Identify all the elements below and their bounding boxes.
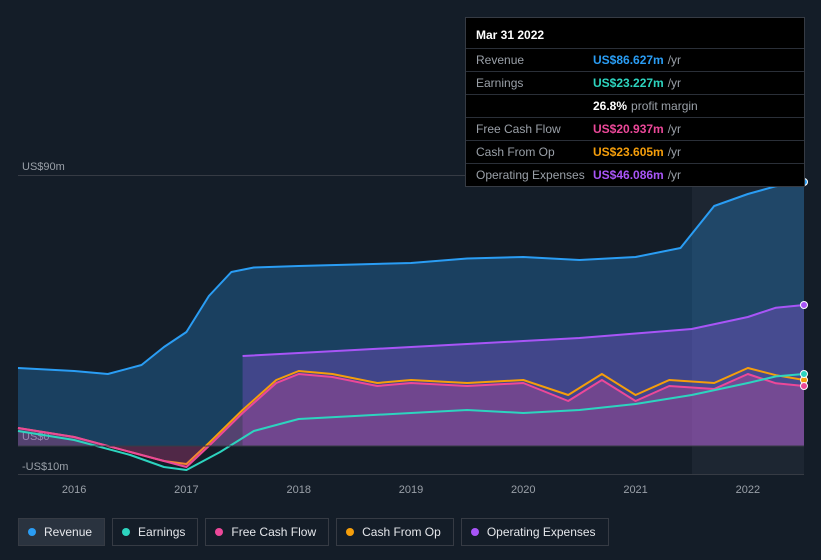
tooltip-row: Cash From OpUS$23.605m/yr	[466, 140, 804, 163]
series-end-marker-earnings	[801, 371, 808, 378]
x-axis-label: 2017	[174, 484, 198, 496]
tooltip-metric-label: Free Cash Flow	[476, 122, 593, 136]
legend-label: Revenue	[44, 525, 92, 539]
x-axis-label: 2022	[736, 484, 760, 496]
tooltip-metric-value: US$20.937m	[593, 122, 664, 136]
tooltip-row: Free Cash FlowUS$20.937m/yr	[466, 117, 804, 140]
legend-label: Operating Expenses	[487, 525, 596, 539]
profit-margin-value: 26.8%	[593, 99, 627, 113]
legend-dot-icon	[471, 528, 479, 536]
x-axis-label: 2020	[511, 484, 535, 496]
legend-dot-icon	[122, 528, 130, 536]
series-end-marker-fcf	[801, 383, 808, 390]
legend-item-fcf[interactable]: Free Cash Flow	[205, 518, 329, 546]
legend-item-revenue[interactable]: Revenue	[18, 518, 105, 546]
tooltip-metric-label: Operating Expenses	[476, 168, 593, 182]
tooltip-metric-unit: /yr	[668, 145, 681, 159]
tooltip-metric-label: Cash From Op	[476, 145, 593, 159]
tooltip-metric-label: Earnings	[476, 76, 593, 90]
legend-item-opex[interactable]: Operating Expenses	[461, 518, 609, 546]
tooltip-row: RevenueUS$86.627m/yr	[466, 48, 804, 71]
legend-item-earnings[interactable]: Earnings	[112, 518, 198, 546]
tooltip-row: Operating ExpensesUS$46.086m/yr	[466, 163, 804, 186]
legend-label: Free Cash Flow	[231, 525, 316, 539]
x-axis-label: 2016	[62, 484, 86, 496]
tooltip-date: Mar 31 2022	[466, 18, 804, 48]
y-axis-label: US$90m	[22, 161, 65, 173]
tooltip-metric-value: US$23.605m	[593, 145, 664, 159]
tooltip-metric-unit: /yr	[668, 122, 681, 136]
legend-dot-icon	[215, 528, 223, 536]
x-axis-label: 2019	[399, 484, 423, 496]
tooltip-metric-value: US$46.086m	[593, 168, 664, 182]
legend-label: Cash From Op	[362, 525, 441, 539]
tooltip-metric-unit: /yr	[668, 76, 681, 90]
series-end-marker-opex	[801, 302, 808, 309]
x-axis-label: 2021	[623, 484, 647, 496]
x-axis-label: 2018	[286, 484, 310, 496]
chart-plot-area[interactable]	[18, 175, 804, 475]
chart-container: Mar 31 2022 RevenueUS$86.627m/yrEarnings…	[0, 0, 821, 560]
legend-dot-icon	[346, 528, 354, 536]
chart-svg	[18, 176, 804, 476]
tooltip-metric-value: US$23.227m	[593, 76, 664, 90]
tooltip-profit-margin: 26.8% profit margin	[466, 94, 804, 117]
tooltip-metric-unit: /yr	[668, 53, 681, 67]
tooltip-metric-label: Revenue	[476, 53, 593, 67]
profit-margin-text: profit margin	[631, 99, 698, 113]
legend-item-cfo[interactable]: Cash From Op	[336, 518, 454, 546]
legend-dot-icon	[28, 528, 36, 536]
tooltip-card: Mar 31 2022 RevenueUS$86.627m/yrEarnings…	[465, 17, 805, 187]
legend-label: Earnings	[138, 525, 185, 539]
legend: Revenue Earnings Free Cash Flow Cash From O…	[18, 518, 609, 546]
tooltip-metric-unit: /yr	[668, 168, 681, 182]
tooltip-metric-value: US$86.627m	[593, 53, 664, 67]
x-axis: 2016 2017 2018 2019 2020 2021 2022	[18, 484, 804, 504]
tooltip-row: EarningsUS$23.227m/yr	[466, 71, 804, 94]
